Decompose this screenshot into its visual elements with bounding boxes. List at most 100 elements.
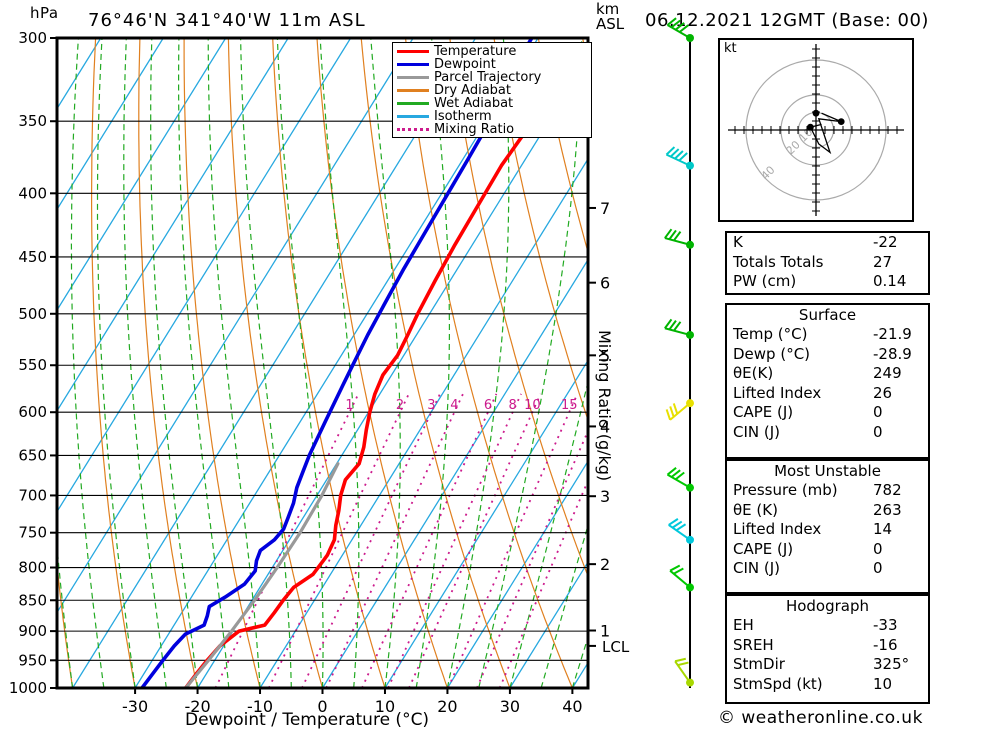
data-row: CAPE (J) 0 [727,540,928,560]
mixing-ratio-label: 8 [509,398,517,413]
data-row: CIN (J) 0 [727,423,928,443]
legend-swatch-5 [397,115,429,118]
data-row: Temp (°C) -21.9 [727,325,928,345]
legend-item: Temperature [395,44,591,59]
pressure-tick-label: 900 [18,622,47,640]
data-row-key: CAPE (J) [733,539,794,558]
legend-swatch-4 [397,102,429,105]
data-row-value: 0 [873,403,883,421]
data-row-key: Pressure (mb) [733,481,838,499]
wind-barb-column [645,0,705,733]
hodograph-plot: 10 20 40 kt [718,38,914,222]
pressure-tick-label: 300 [18,29,47,47]
legend-item: Wet Adiabat [395,96,591,111]
pressure-tick-label: 1000 [9,679,47,697]
height-tick-label: 5 [600,346,610,365]
legend-item: Parcel Trajectory [395,70,591,85]
mixing-ratio-label: 1 [345,398,353,413]
data-row-key: θE (K) [733,500,778,519]
data-row: Lifted Index 14 [727,520,928,540]
data-row-value: -16 [873,635,898,654]
data-row-key: StmSpd (kt) [733,674,823,693]
data-row-value: 0 [873,559,883,577]
height-unit-km: km [596,0,620,18]
legend-swatch-3 [397,89,429,92]
mixing-ratio-label: 2 [396,398,404,413]
height-tick-label: 7 [600,199,610,218]
data-row: Totals Totals 27 [727,253,928,273]
temperature-tick-label: 30 [500,697,520,716]
surface-panel: Surface Temp (°C) -21.9 Dewp (°C) -28.9 θE(K… [725,303,930,459]
height-tick-label: 1 [600,622,610,641]
data-row: SREH -16 [727,636,928,656]
data-row-key: CIN (J) [733,422,781,441]
legend-label: Wet Adiabat [434,96,514,111]
data-row-value: 782 [873,481,902,499]
data-row-value: 249 [873,364,902,382]
data-row-key: EH [733,616,754,634]
x-axis-title: Dewpoint / Temperature (°C) [185,710,430,730]
data-row-key: K [733,233,743,251]
data-row-key: CAPE (J) [733,403,794,421]
data-row: θE(K) 249 [727,364,928,384]
hodograph-ring-label: 40 [759,163,778,182]
data-row: K -22 [727,233,928,253]
data-row-value: 26 [873,383,893,402]
data-row-value: 14 [873,520,893,538]
legend-label: Parcel Trajectory [434,70,542,85]
most-unstable-panel: Most Unstable Pressure (mb) 782 θE (K) 263 L… [725,459,930,594]
legend-item: Dry Adiabat [395,83,591,98]
data-row-key: SREH [733,635,774,654]
chart-legend: Temperature Dewpoint Parcel Trajectory Dry … [392,42,592,138]
data-row-value: -33 [873,616,898,634]
data-row-key: Totals Totals [733,252,824,271]
pressure-tick-label: 950 [18,651,47,669]
legend-label: Dry Adiabat [434,83,511,98]
data-row-key: CIN (J) [733,559,781,577]
pressure-tick-label: 750 [18,524,47,542]
data-row: StmDir 325° [727,655,928,675]
temperature-tick-label: 10 [375,697,395,716]
data-row: Dewp (°C) -28.9 [727,345,928,365]
data-row-value: 10 [873,674,893,693]
pressure-tick-label: 500 [18,305,47,323]
data-row-value: -22 [873,233,898,251]
data-row: CIN (J) 0 [727,559,928,579]
lcl-label: LCL [602,638,630,656]
pressure-tick-label: 650 [18,446,47,464]
temperature-tick-label: -30 [122,697,148,716]
legend-item: Mixing Ratio [395,122,591,137]
height-tick-label: 2 [600,555,610,574]
skewt-chart: 300 350 400 450 500 550 600 650 700 750 800 850 900 9… [9,29,630,716]
legend-label: Temperature [434,44,517,59]
copyright-label: © weatheronline.co.uk [718,708,923,728]
data-row-value: 325° [873,655,910,673]
hodograph-ring-label: 20 [784,138,803,157]
data-row-value: 0 [873,539,883,558]
data-row-key: Lifted Index [733,383,822,402]
data-row: CAPE (J) 0 [727,403,928,423]
pressure-tick-label: 800 [18,559,47,577]
temperature-tick-label: 0 [317,697,327,716]
data-row-value: 0.14 [873,272,907,290]
data-row-key: θE(K) [733,364,774,382]
data-row: Lifted Index 26 [727,384,928,404]
legend-swatch-1 [397,63,429,66]
data-row-key: PW (cm) [733,272,797,290]
legend-swatch-2 [397,76,429,79]
temperature-tick-label: 40 [562,697,582,716]
legend-label: Dewpoint [434,57,496,72]
data-row: EH -33 [727,616,928,636]
data-row-value: 263 [873,500,902,519]
mixing-ratio-label: 6 [484,398,492,413]
station-title: 76°46'N 341°40'W 11m ASL [88,10,366,31]
hodograph-panel-title: Hodograph [785,597,870,615]
surface-panel-title: Surface [798,306,857,324]
height-unit-label: km ASL [596,2,624,32]
pressure-tick-label: 600 [18,403,47,421]
temperature-tick-label: -10 [247,697,273,716]
legend-item: Isotherm [395,109,591,124]
pressure-tick-label: 850 [18,591,47,609]
legend-label: Mixing Ratio [434,122,515,137]
pressure-tick-label: 700 [18,486,47,504]
